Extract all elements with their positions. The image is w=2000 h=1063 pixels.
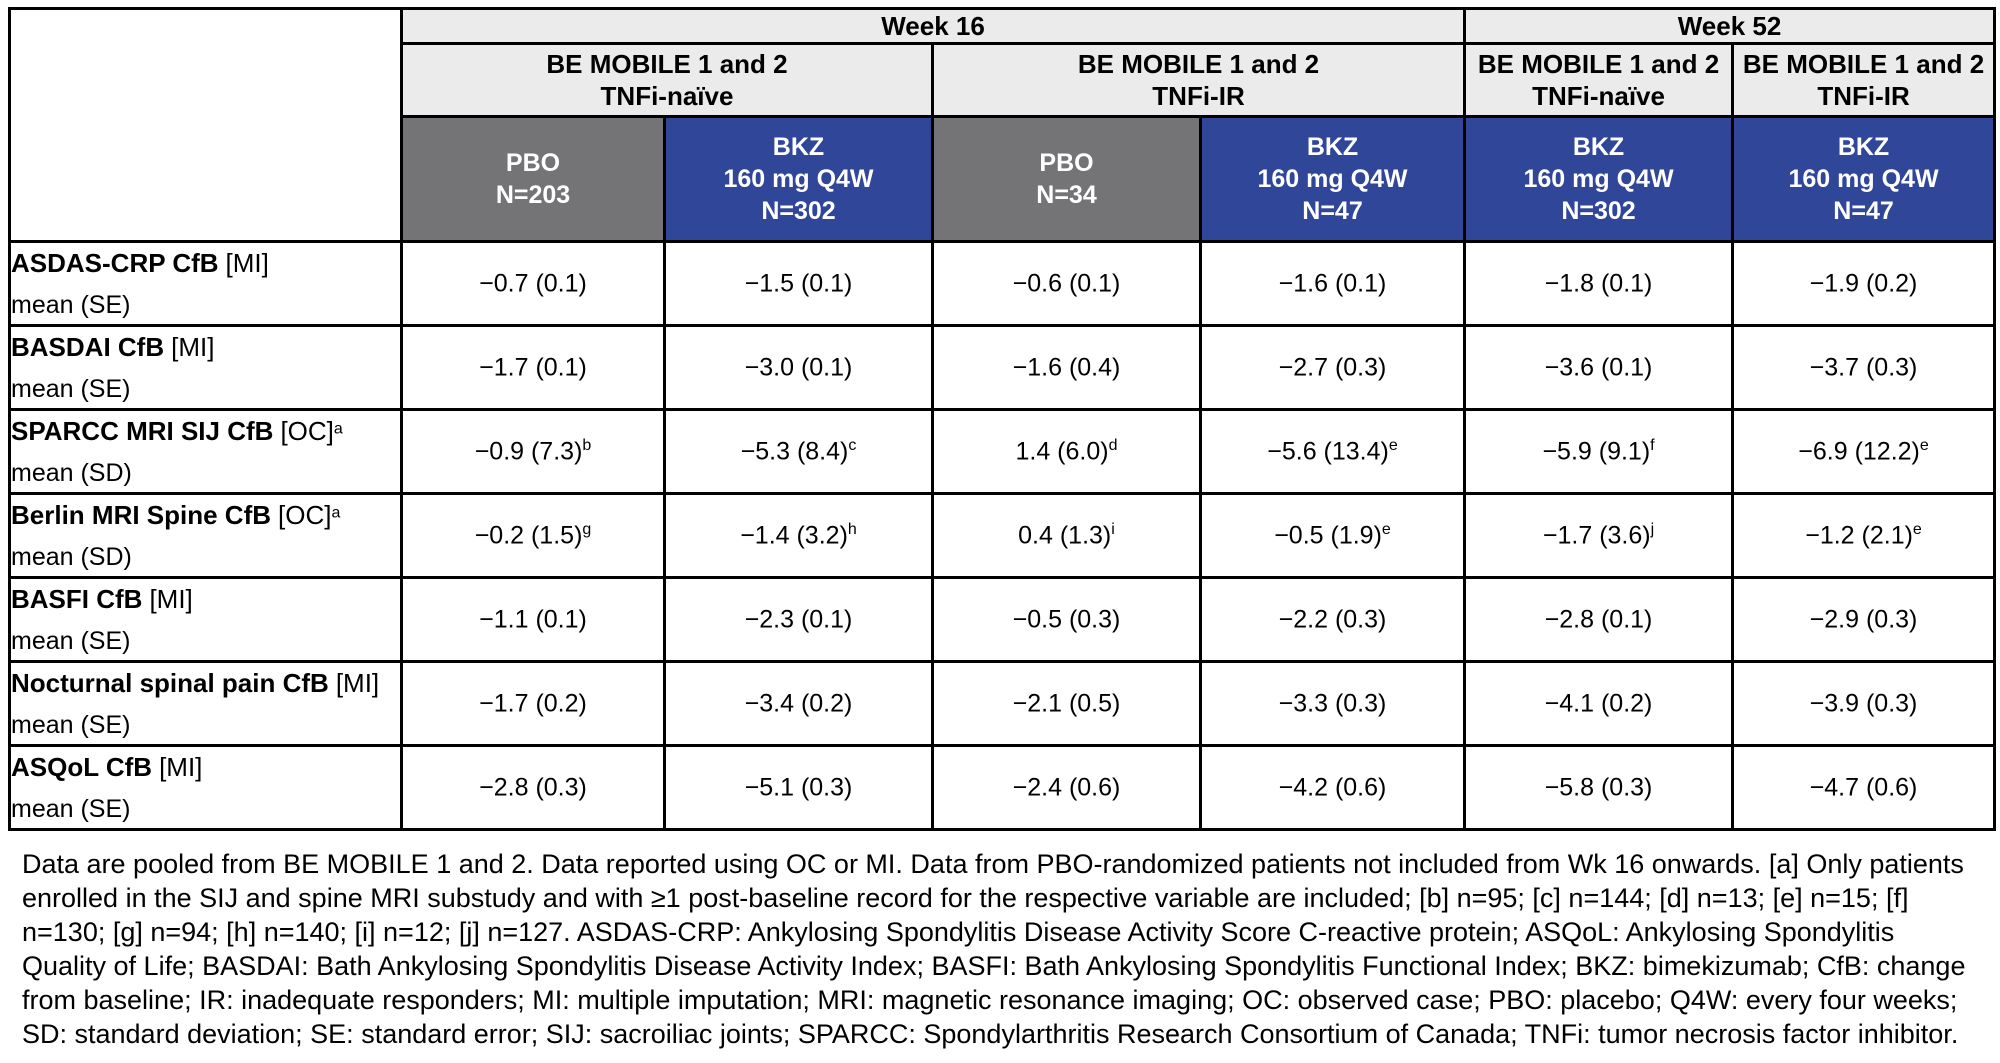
value-cell: −4.2 (0.6) [1198, 744, 1467, 831]
week52-header: Week 52 [1463, 7, 1997, 45]
value-cell: −0.6 (0.1) [931, 240, 1202, 327]
arm-header-bkz-n47-w52: BKZ 160 mg Q4W N=47 [1731, 115, 1997, 243]
value-cell: −3.6 (0.1) [1463, 324, 1735, 411]
value-cell: −2.9 (0.3) [1731, 576, 1997, 663]
row-nocturnal-spinal-pain: Nocturnal spinal pain CfB [MI] mean (SE) … [8, 660, 1997, 747]
value-cell: 1.4 (6.0)d [931, 408, 1202, 495]
value-cell: −1.7 (0.2) [400, 660, 666, 747]
row-label: Nocturnal spinal pain CfB [MI] mean (SE) [8, 660, 403, 747]
value-cell: −1.6 (0.4) [931, 324, 1202, 411]
group-line1: BE MOBILE 1 and 2 [1477, 49, 1720, 79]
arm-header-bkz-n302-w16: BKZ 160 mg Q4W N=302 [663, 115, 934, 243]
value-cell: −6.9 (12.2)e [1731, 408, 1997, 495]
value-cell: −1.1 (0.1) [400, 576, 666, 663]
value-cell: −4.7 (0.6) [1731, 744, 1997, 831]
row-asqol: ASQoL CfB [MI] mean (SE) −2.8 (0.3) −5.1 … [8, 744, 1997, 831]
group-line1: BE MOBILE 1 and 2 [546, 49, 788, 79]
value-cell: −5.9 (9.1)f [1463, 408, 1735, 495]
value-cell: −5.3 (8.4)c [663, 408, 934, 495]
row-label: ASQoL CfB [MI] mean (SE) [8, 744, 403, 831]
value-cell: −0.5 (1.9)e [1198, 492, 1467, 579]
row-stat: mean (SE) [11, 710, 131, 739]
group-line1: BE MOBILE 1 and 2 [1077, 49, 1320, 79]
arm-header-bkz-n47-w16: BKZ 160 mg Q4W N=47 [1198, 115, 1467, 243]
arm-header-row: PBO N=203 BKZ 160 mg Q4W N=302 PBO N=34 … [10, 115, 1997, 243]
value-cell: −3.9 (0.3) [1731, 660, 1997, 747]
group-header-w52-tnfi-naive: BE MOBILE 1 and 2 TNFi-naïve [1463, 42, 1735, 118]
value-cell: −3.7 (0.3) [1731, 324, 1997, 411]
week-header-row: Week 16 Week 52 [8, 7, 1997, 243]
group-line2: TNFi-IR [1152, 81, 1245, 111]
value-cell: −3.3 (0.3) [1198, 660, 1467, 747]
week16-header: Week 16 [399, 7, 1467, 45]
group-line1: BE MOBILE 1 and 2 [1742, 49, 1985, 79]
row-berlin-mri-spine: Berlin MRI Spine CfB [OC]a mean (SD) −0.2… [8, 492, 1997, 579]
row-stat: mean (SE) [11, 626, 131, 655]
value-cell: −2.8 (0.3) [400, 744, 666, 831]
value-cell: −1.6 (0.1) [1198, 240, 1467, 327]
row-stat: mean (SE) [11, 794, 131, 823]
row-stat: mean (SD) [11, 458, 132, 487]
row-stat: mean (SE) [11, 290, 131, 319]
corner-cell [8, 7, 403, 243]
arm-header-pbo-n203: PBO N=203 [400, 115, 666, 243]
group-header-w52-tnfi-ir: BE MOBILE 1 and 2 TNFi-IR [1731, 42, 1997, 118]
group-header-row: BE MOBILE 1 and 2 TNFi-naïve BE MOBILE 1… [10, 42, 1997, 118]
value-cell: −1.7 (0.1) [400, 324, 666, 411]
value-cell: 0.4 (1.3)i [931, 492, 1202, 579]
value-cell: −5.8 (0.3) [1463, 744, 1735, 831]
footnote-text: Data are pooled from BE MOBILE 1 and 2. … [22, 849, 1966, 1049]
value-cell: −1.8 (0.1) [1463, 240, 1735, 327]
value-cell: −0.7 (0.1) [400, 240, 666, 327]
value-cell: −1.5 (0.1) [663, 240, 934, 327]
row-label: BASFI CfB [MI] mean (SE) [8, 576, 403, 663]
value-cell: −0.2 (1.5)g [400, 492, 666, 579]
value-cell: −2.8 (0.1) [1463, 576, 1735, 663]
arm-header-pbo-n34: PBO N=34 [931, 115, 1202, 243]
value-cell: −5.1 (0.3) [663, 744, 934, 831]
results-table: Week 16 Week 52 BE MOBILE 1 and 2 TNFi-n… [8, 7, 1997, 831]
row-stat: mean (SE) [11, 374, 131, 403]
value-cell: −1.2 (2.1)e [1731, 492, 1997, 579]
value-cell: −2.4 (0.6) [931, 744, 1202, 831]
row-label: Berlin MRI Spine CfB [OC]a mean (SD) [8, 492, 403, 579]
value-cell: −2.1 (0.5) [931, 660, 1202, 747]
group-header-w16-tnfi-naive: BE MOBILE 1 and 2 TNFi-naïve [400, 42, 934, 118]
value-cell: −4.1 (0.2) [1463, 660, 1735, 747]
row-label: ASDAS-CRP CfB [MI] mean (SE) [8, 240, 403, 327]
value-cell: −0.9 (7.3)b [400, 408, 666, 495]
value-cell: −1.9 (0.2) [1731, 240, 1997, 327]
value-cell: −2.7 (0.3) [1198, 324, 1467, 411]
row-stat: mean (SD) [11, 542, 132, 571]
row-basdai: BASDAI CfB [MI] mean (SE) −1.7 (0.1) −3.0… [8, 324, 1997, 411]
arm-header-bkz-n302-w52: BKZ 160 mg Q4W N=302 [1463, 115, 1735, 243]
group-line2: TNFi-naïve [600, 81, 734, 111]
value-cell: −0.5 (0.3) [931, 576, 1202, 663]
group-line2: TNFi-naïve [1532, 81, 1665, 111]
value-cell: −5.6 (13.4)e [1198, 408, 1467, 495]
value-cell: −1.4 (3.2)h [663, 492, 934, 579]
group-line2: TNFi-IR [1817, 81, 1910, 111]
row-label: BASDAI CfB [MI] mean (SE) [8, 324, 403, 411]
value-cell: −2.2 (0.3) [1198, 576, 1467, 663]
value-cell: −1.7 (3.6)j [1463, 492, 1735, 579]
row-basfi: BASFI CfB [MI] mean (SE) −1.1 (0.1) −2.3 … [8, 576, 1997, 663]
value-cell: −3.4 (0.2) [663, 660, 934, 747]
group-header-w16-tnfi-ir: BE MOBILE 1 and 2 TNFi-IR [930, 42, 1467, 118]
row-asdas-crp: ASDAS-CRP CfB [MI] mean (SE) −0.7 (0.1) −… [8, 240, 1997, 327]
row-sparcc-mri-sij: SPARCC MRI SIJ CfB [OC]a mean (SD) −0.9 (… [8, 408, 1997, 495]
row-label: SPARCC MRI SIJ CfB [OC]a mean (SD) [8, 408, 403, 495]
value-cell: −3.0 (0.1) [663, 324, 934, 411]
value-cell: −2.3 (0.1) [663, 576, 934, 663]
